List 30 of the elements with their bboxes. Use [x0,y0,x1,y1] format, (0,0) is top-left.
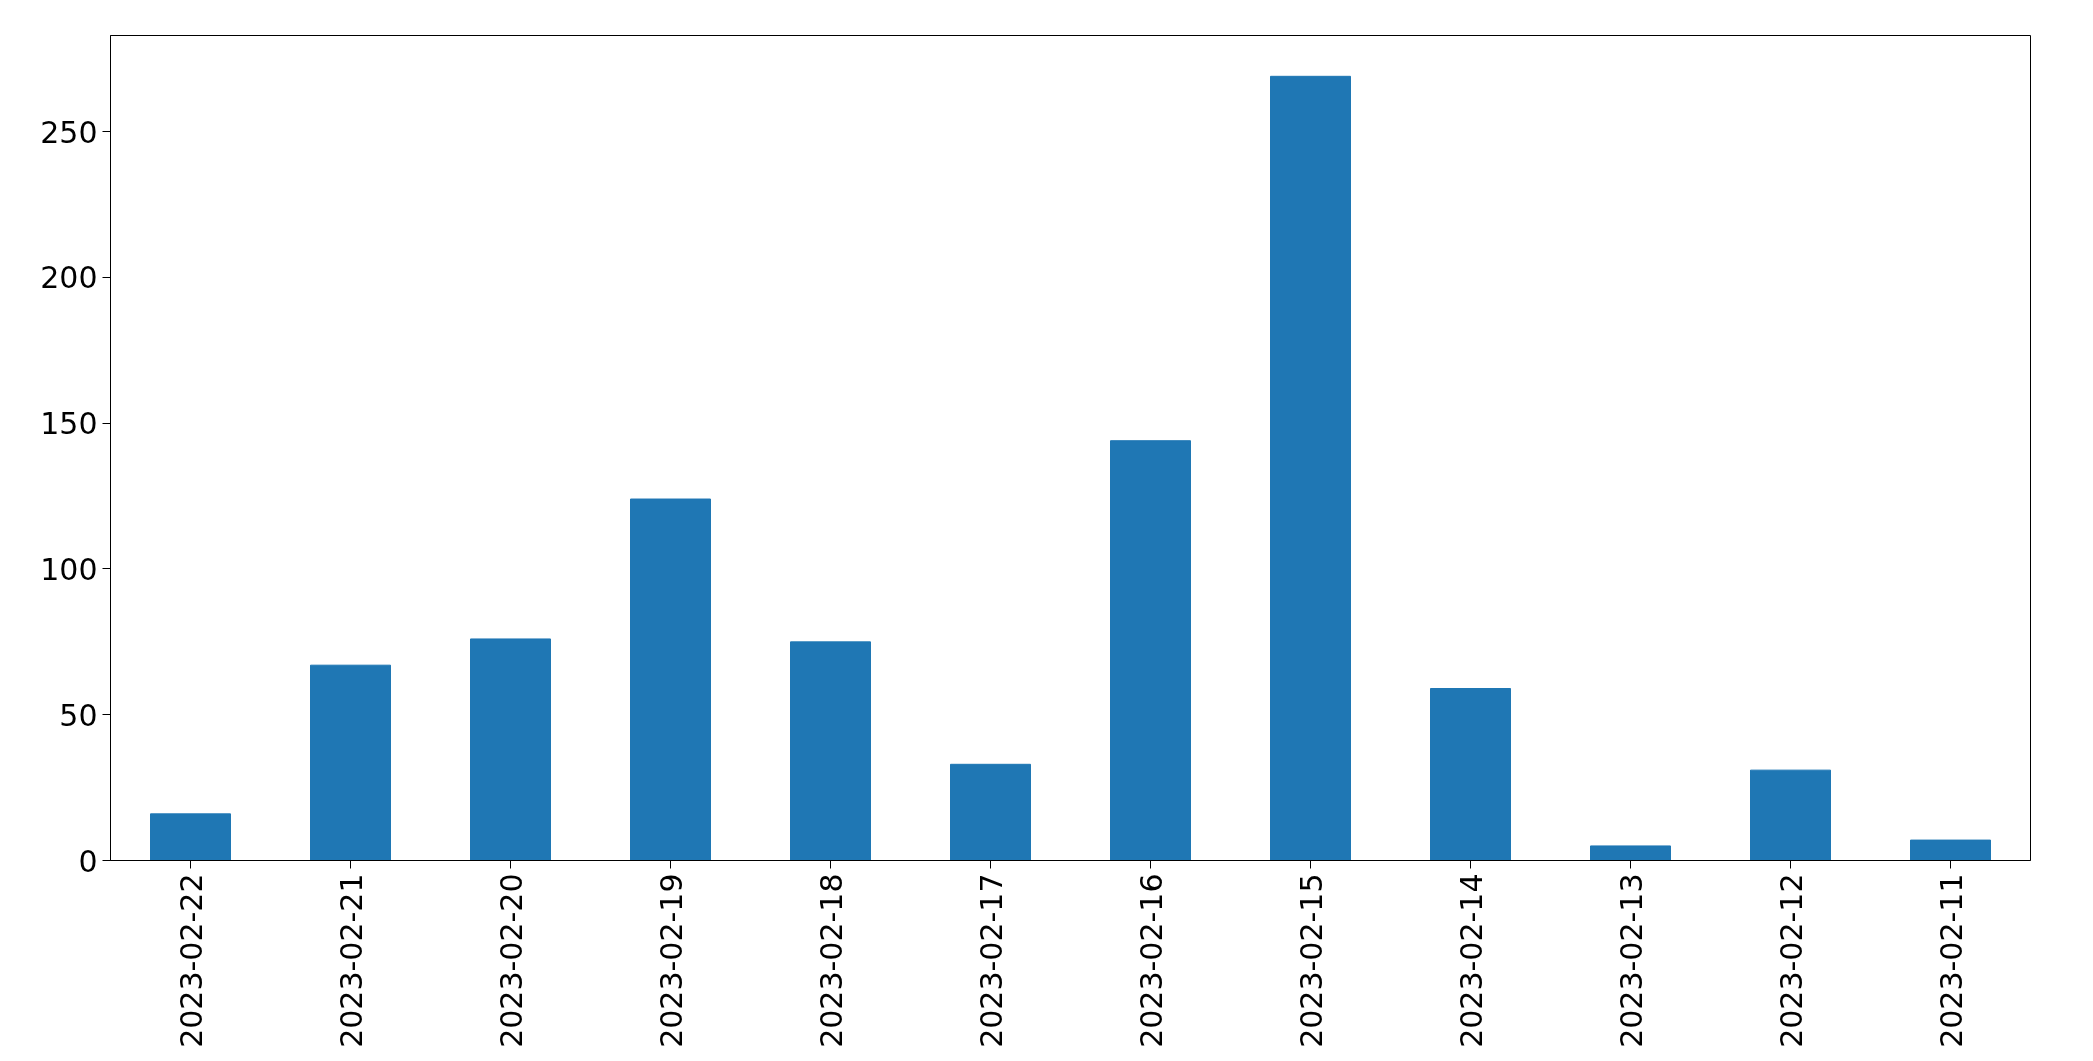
bar [1270,75,1351,861]
y-tick-label: 150 [40,406,98,442]
bar [470,638,551,861]
bar [630,498,711,861]
bar [1110,440,1191,861]
bar [950,763,1031,861]
x-tick-label: 2023-02-20 [493,873,529,1048]
bar [310,664,391,861]
bar [790,641,871,861]
y-tick-label: 0 [78,843,98,879]
x-tick-label: 2023-02-22 [173,873,209,1048]
x-tick-label: 2023-02-19 [653,873,689,1048]
x-tick-label: 2023-02-17 [973,873,1009,1048]
y-tick-label: 250 [40,114,98,150]
bar [1430,688,1511,861]
bar [1590,845,1671,861]
y-tick-label: 50 [59,697,98,733]
x-tick-label: 2023-02-16 [1133,873,1169,1048]
x-tick-label: 2023-02-12 [1773,873,1809,1048]
y-tick-label: 200 [40,260,98,296]
x-tick-label: 2023-02-13 [1613,873,1649,1048]
bar [1910,839,1991,861]
y-tick-label: 100 [40,551,98,587]
x-tick-label: 2023-02-14 [1453,873,1489,1048]
bar [150,813,231,861]
x-tick-label: 2023-02-15 [1293,873,1329,1048]
x-tick-label: 2023-02-11 [1933,873,1969,1048]
x-tick-label: 2023-02-21 [333,873,369,1048]
bar [1750,769,1831,861]
x-tick-label: 2023-02-18 [813,873,849,1048]
